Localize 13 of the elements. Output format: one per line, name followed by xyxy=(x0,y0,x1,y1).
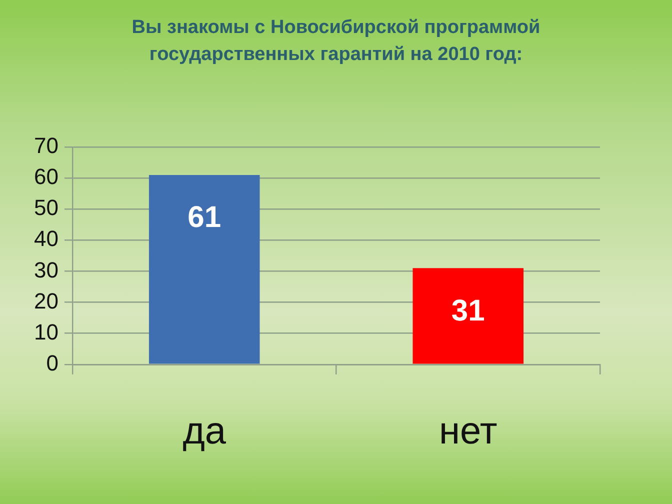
y-tick-label: 40 xyxy=(34,226,58,252)
y-tick-label: 60 xyxy=(34,164,58,190)
chart-title: Вы знакомы с Новосибирской программой государственных гарантий на 2010 год: xyxy=(130,16,542,67)
data-label: 31 xyxy=(451,294,485,328)
y-tick-label: 0 xyxy=(46,350,58,376)
y-tick-label: 30 xyxy=(34,257,58,282)
y-tick-label: 20 xyxy=(34,288,58,314)
y-tick-label: 70 xyxy=(34,133,58,158)
x-tick-label: нет xyxy=(438,410,498,453)
x-tick-label: да xyxy=(182,410,227,453)
y-tick-label: 50 xyxy=(34,195,58,220)
y-tick-label: 10 xyxy=(34,319,58,344)
data-label: 61 xyxy=(188,201,222,234)
